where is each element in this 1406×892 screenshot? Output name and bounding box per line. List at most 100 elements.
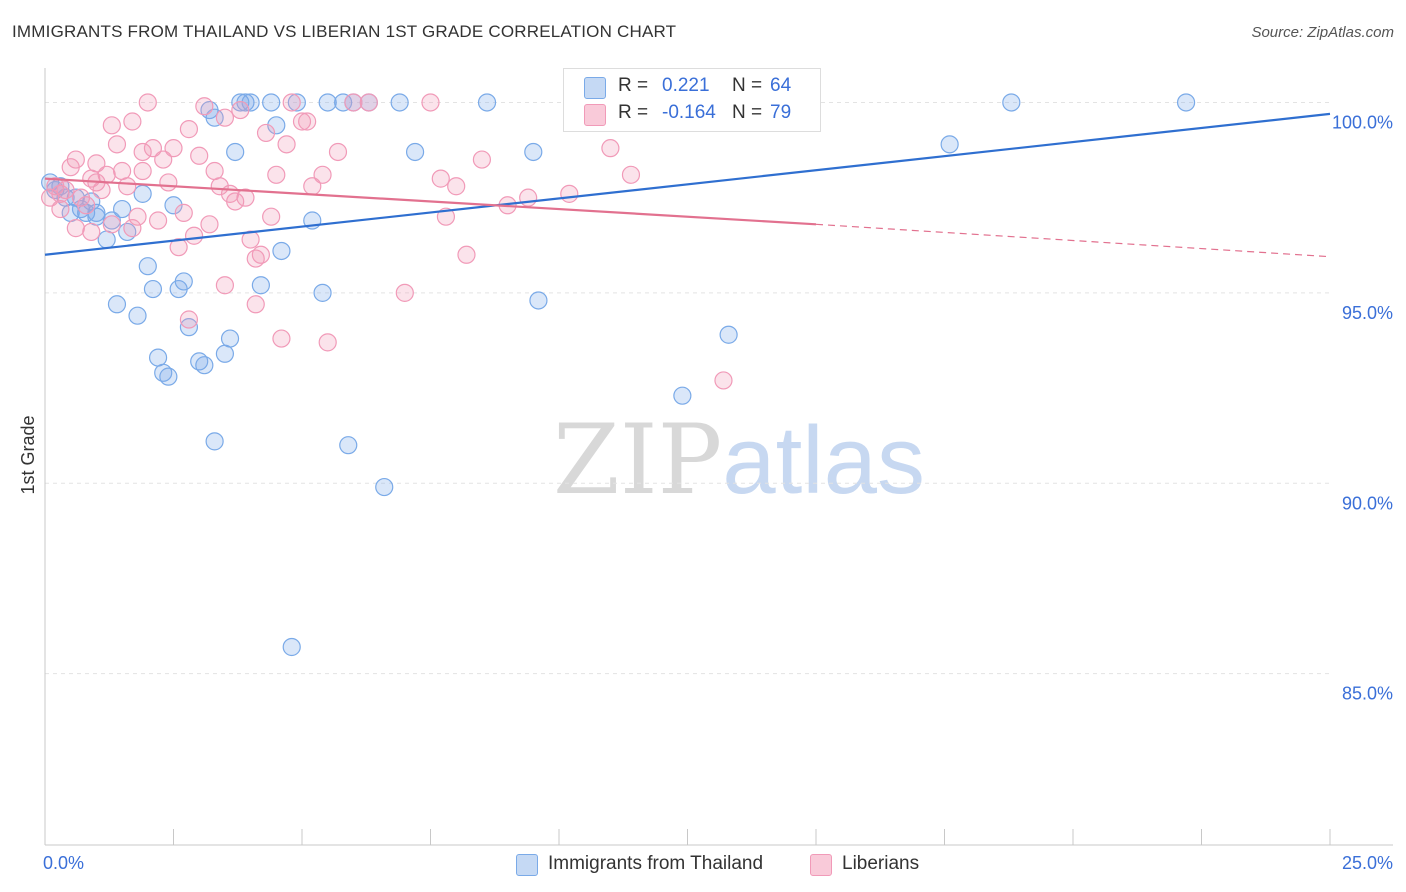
point-thailand [97, 230, 116, 249]
trend-line-thailand [44, 112, 1331, 256]
point-liberians [82, 222, 101, 242]
point-liberians [205, 161, 224, 181]
point-thailand [231, 93, 250, 112]
point-liberians [246, 295, 265, 314]
point-liberians [148, 211, 168, 230]
y-tick-label: 85.0% [1342, 684, 1393, 704]
point-liberians [236, 188, 255, 207]
point-liberians [174, 203, 193, 222]
legend-n-value: 64 [770, 75, 792, 96]
point-thailand [405, 142, 425, 162]
point-liberians [251, 245, 270, 264]
point-liberians [154, 150, 173, 169]
point-liberians [200, 215, 219, 234]
point-liberians [262, 207, 281, 226]
point-liberians [190, 146, 209, 165]
point-liberians [421, 93, 440, 112]
point-liberians [210, 177, 229, 196]
chart-title: IMMIGRANTS FROM THAILAND VS LIBERIAN 1ST… [12, 22, 677, 41]
x-tick-label-max: 25.0% [1342, 853, 1393, 873]
y-tick-label: 90.0% [1342, 493, 1393, 513]
point-thailand [313, 283, 332, 302]
point-liberians [184, 226, 204, 245]
point-thailand [477, 93, 497, 112]
point-thailand [205, 432, 224, 451]
point-thailand [138, 257, 157, 276]
point-thailand [1176, 93, 1196, 112]
axis-ticks [44, 829, 1331, 845]
series-thailand-points [41, 93, 1196, 657]
point-thailand [318, 93, 337, 112]
legend-swatch-liberians [584, 104, 606, 126]
watermark-atlas: atlas [722, 407, 925, 514]
point-liberians [601, 139, 620, 158]
point-thailand [282, 637, 301, 657]
trend-line-liberians-extrapolated [815, 223, 1331, 258]
point-liberians [519, 188, 538, 207]
point-liberians [231, 100, 250, 120]
point-liberians [107, 135, 127, 154]
point-liberians [66, 150, 85, 169]
trend-lines [44, 112, 1331, 258]
point-thailand [226, 142, 245, 162]
point-thailand [241, 93, 260, 112]
legend-n-value: 79 [770, 102, 792, 123]
point-liberians [328, 142, 348, 162]
point-liberians [77, 196, 96, 215]
point-liberians [179, 310, 199, 329]
point-liberians [133, 161, 152, 181]
point-liberians [66, 219, 85, 238]
point-liberians [621, 165, 641, 184]
y-tick-label: 100.0% [1332, 112, 1393, 132]
point-thailand [143, 279, 163, 299]
point-thailand [195, 356, 214, 375]
legend-label-thailand: Immigrants from Thailand [548, 853, 764, 874]
point-thailand [262, 93, 281, 112]
point-liberians [138, 93, 157, 112]
point-liberians [436, 207, 456, 226]
point-liberians [123, 112, 142, 131]
point-thailand [334, 93, 353, 112]
point-liberians [447, 177, 466, 196]
point-liberians [292, 112, 312, 131]
point-liberians [282, 93, 301, 112]
point-liberians [457, 245, 476, 264]
point-liberians [298, 112, 317, 131]
point-thailand [251, 276, 270, 295]
point-thailand [390, 93, 409, 112]
point-liberians [226, 192, 245, 211]
trend-line-liberians [44, 177, 817, 226]
point-liberians [395, 283, 414, 302]
point-thailand [375, 477, 394, 497]
point-thailand [1002, 93, 1021, 112]
point-thailand [524, 142, 543, 162]
point-thailand [87, 203, 106, 222]
point-liberians [102, 215, 121, 234]
point-liberians [56, 180, 75, 200]
legend-r-label: R = [618, 75, 649, 96]
x-tick-label-min: 0.0% [43, 853, 84, 873]
point-thailand [719, 325, 738, 344]
legend-n-label: N = [732, 75, 763, 96]
point-liberians [169, 238, 188, 257]
legend-r-label: R = [618, 102, 649, 123]
point-thailand [267, 116, 286, 135]
point-liberians [118, 177, 137, 196]
point-thailand [287, 93, 306, 112]
point-liberians [359, 93, 378, 112]
point-liberians [714, 371, 733, 390]
legend-swatch-thailand [584, 77, 606, 99]
point-thailand [215, 344, 234, 363]
legend-n-label: N = [732, 102, 763, 123]
point-liberians [431, 169, 450, 188]
axes [44, 68, 1393, 846]
point-thailand [112, 199, 132, 219]
gridlines [45, 101, 1330, 675]
point-liberians [123, 219, 142, 238]
point-liberians [344, 93, 363, 112]
point-thailand [66, 188, 85, 207]
point-thailand [339, 436, 358, 455]
point-liberians [241, 230, 260, 249]
watermark: ZIPatlas [553, 404, 925, 516]
point-thailand [164, 196, 183, 215]
